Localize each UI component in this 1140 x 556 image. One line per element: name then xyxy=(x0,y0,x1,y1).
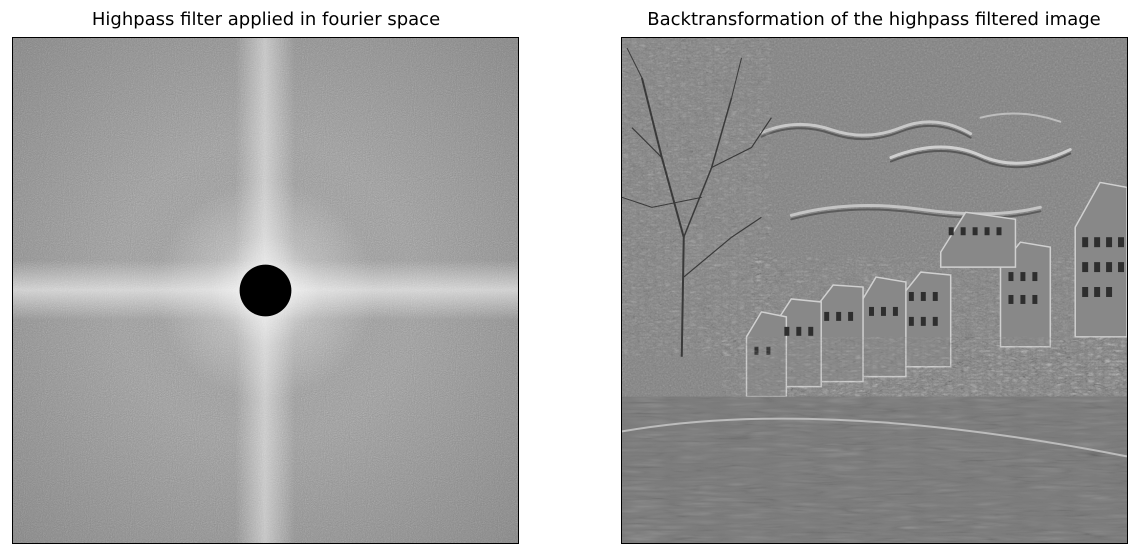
fourier-spectrum-image xyxy=(13,38,518,543)
fourier-spectrum-plot xyxy=(12,37,519,544)
filtered-image xyxy=(622,38,1127,543)
left-panel-title: Highpass filter applied in fourier space xyxy=(91,9,441,30)
tree-branches xyxy=(622,38,772,357)
filtered-image-plot xyxy=(621,37,1128,544)
right-panel-title: Backtransformation of the highpass filte… xyxy=(647,9,1101,30)
highpass-mask-disk xyxy=(239,264,292,317)
cloud-edges xyxy=(759,112,1072,221)
river-reflections xyxy=(622,396,1127,543)
